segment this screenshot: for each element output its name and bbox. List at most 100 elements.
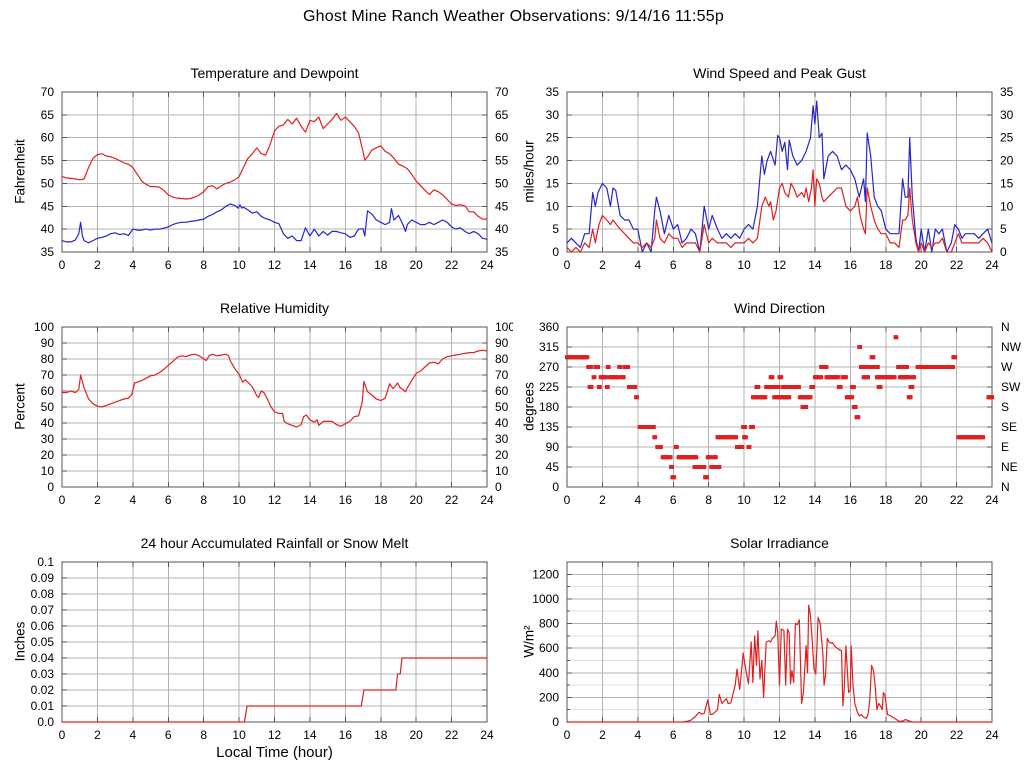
svg-text:0: 0 (59, 493, 66, 507)
svg-text:22: 22 (445, 258, 459, 272)
svg-text:22: 22 (950, 493, 964, 507)
svg-text:16: 16 (339, 728, 353, 742)
svg-text:60: 60 (41, 131, 55, 145)
svg-text:10: 10 (737, 493, 751, 507)
chart-title: Wind Direction (733, 300, 826, 316)
svg-text:10: 10 (737, 728, 751, 742)
svg-text:0: 0 (47, 480, 54, 494)
svg-text:80: 80 (495, 352, 509, 366)
svg-text:270: 270 (539, 360, 559, 374)
svg-text:80: 80 (41, 352, 55, 366)
svg-text:8: 8 (200, 728, 207, 742)
svg-text:90: 90 (546, 440, 560, 454)
svg-text:4: 4 (129, 493, 136, 507)
svg-text:24: 24 (480, 493, 494, 507)
svg-text:35: 35 (41, 245, 55, 259)
svg-text:6: 6 (165, 258, 172, 272)
svg-text:35: 35 (495, 245, 509, 259)
svg-text:0.01: 0.01 (31, 699, 55, 713)
svg-text:20: 20 (914, 258, 928, 272)
svg-text:65: 65 (495, 108, 509, 122)
svg-text:0.03: 0.03 (31, 667, 55, 681)
svg-text:20: 20 (914, 493, 928, 507)
svg-text:0: 0 (564, 258, 571, 272)
svg-text:60: 60 (41, 384, 55, 398)
svg-text:40: 40 (495, 416, 509, 430)
svg-text:16: 16 (844, 258, 858, 272)
svg-text:0.02: 0.02 (31, 683, 55, 697)
svg-text:5: 5 (1000, 222, 1007, 236)
svg-text:14: 14 (303, 728, 317, 742)
svg-text:0: 0 (59, 728, 66, 742)
svg-text:55: 55 (495, 154, 509, 168)
svg-text:8: 8 (200, 258, 207, 272)
svg-text:20: 20 (409, 258, 423, 272)
svg-text:12: 12 (773, 258, 787, 272)
svg-text:18: 18 (374, 258, 388, 272)
svg-text:18: 18 (374, 728, 388, 742)
svg-text:10: 10 (232, 493, 246, 507)
svg-text:SE: SE (1001, 420, 1017, 434)
svg-text:30: 30 (41, 432, 55, 446)
svg-text:40: 40 (41, 222, 55, 236)
svg-text:24: 24 (480, 728, 494, 742)
svg-text:45: 45 (41, 199, 55, 213)
relative-humidity-chart: Relative Humidity Percent 0 0 10 10 20 20 30 30… (0, 281, 514, 516)
svg-text:6: 6 (670, 728, 677, 742)
svg-text:24: 24 (985, 728, 999, 742)
svg-text:16: 16 (844, 493, 858, 507)
svg-text:55: 55 (41, 154, 55, 168)
chart-row-1: Temperature and Dewpoint Fahrenheit 35 35… (0, 46, 1027, 281)
chart-title: Solar Irradiance (730, 535, 829, 551)
svg-text:2: 2 (599, 493, 606, 507)
svg-text:18: 18 (879, 728, 893, 742)
svg-text:0.05: 0.05 (31, 635, 55, 649)
svg-text:0: 0 (495, 480, 502, 494)
svg-text:5: 5 (552, 222, 559, 236)
svg-text:70: 70 (41, 85, 55, 99)
svg-text:12: 12 (268, 493, 282, 507)
svg-text:20: 20 (546, 154, 560, 168)
svg-text:18: 18 (879, 258, 893, 272)
svg-text:30: 30 (1000, 108, 1014, 122)
svg-text:NW: NW (1001, 340, 1022, 354)
svg-text:8: 8 (705, 728, 712, 742)
svg-text:15: 15 (1000, 176, 1014, 190)
rainfall-plot: 0.0 0.01 0.02 0.03 0.04 0.05 0.06 0.07 0.08 0.09 0… (31, 555, 494, 742)
svg-text:0.07: 0.07 (31, 603, 55, 617)
svg-text:60: 60 (495, 384, 509, 398)
svg-text:50: 50 (495, 176, 509, 190)
svg-text:315: 315 (539, 340, 559, 354)
svg-text:18: 18 (374, 493, 388, 507)
svg-text:8: 8 (200, 493, 207, 507)
svg-text:0: 0 (564, 728, 571, 742)
chart-row-3: 24 hour Accumulated Rainfall or Snow Mel… (0, 516, 1027, 772)
svg-text:6: 6 (165, 493, 172, 507)
svg-text:2: 2 (94, 258, 101, 272)
svg-text:20: 20 (409, 493, 423, 507)
svg-text:40: 40 (41, 416, 55, 430)
svg-text:24: 24 (985, 258, 999, 272)
solar-irradiance-chart: Solar Irradiance W/m² 0 200 400 600 800 1000 1… (513, 516, 1027, 772)
svg-text:22: 22 (445, 493, 459, 507)
svg-text:25: 25 (1000, 131, 1014, 145)
svg-text:NE: NE (1001, 460, 1018, 474)
svg-text:135: 135 (539, 420, 559, 434)
svg-text:12: 12 (773, 493, 787, 507)
svg-text:600: 600 (539, 641, 559, 655)
svg-text:N: N (1001, 480, 1010, 494)
svg-text:2: 2 (94, 493, 101, 507)
svg-text:16: 16 (339, 493, 353, 507)
svg-text:22: 22 (950, 258, 964, 272)
svg-text:50: 50 (41, 400, 55, 414)
svg-text:0.09: 0.09 (31, 571, 55, 585)
svg-text:6: 6 (670, 258, 677, 272)
svg-text:14: 14 (808, 493, 822, 507)
svg-text:4: 4 (129, 258, 136, 272)
svg-text:20: 20 (914, 728, 928, 742)
x-axis-label: Local Time (hour) (216, 744, 333, 761)
svg-text:24: 24 (480, 258, 494, 272)
svg-text:0.0: 0.0 (37, 715, 54, 729)
svg-text:180: 180 (539, 400, 559, 414)
